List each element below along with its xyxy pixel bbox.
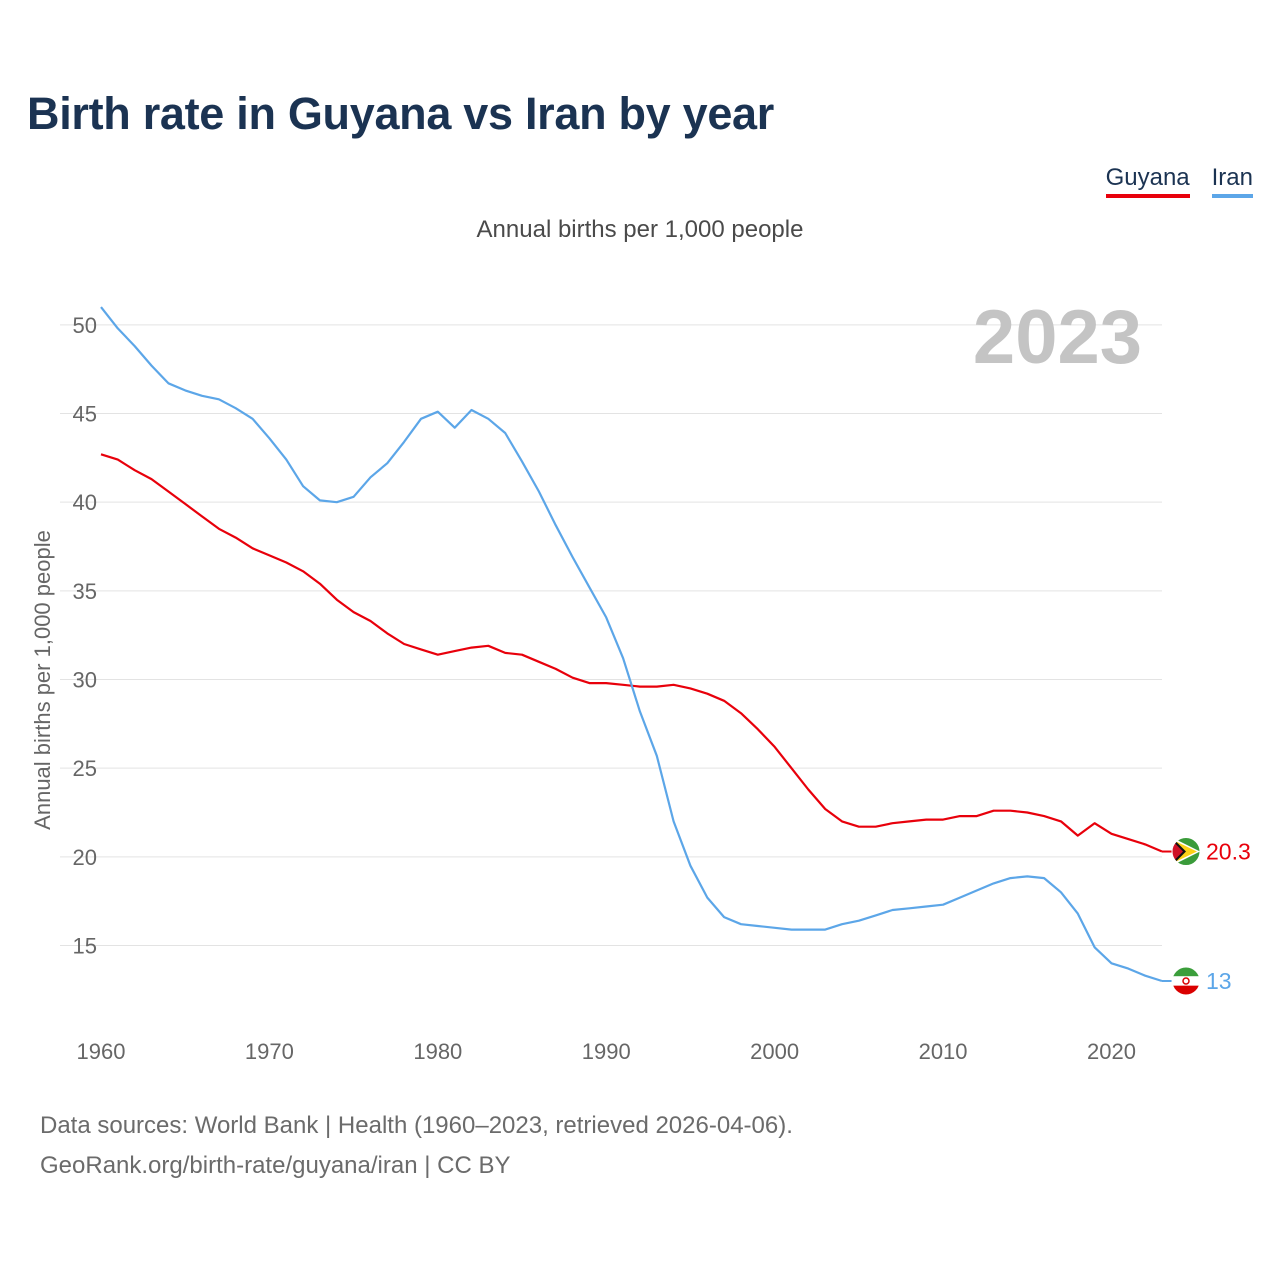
x-tick-label: 1980 xyxy=(413,1039,462,1064)
chart-subtitle: Annual births per 1,000 people xyxy=(476,216,804,243)
y-tick-label: 25 xyxy=(73,756,97,781)
guyana-flag-icon xyxy=(1171,837,1201,867)
y-tick-label: 45 xyxy=(73,401,97,426)
series-line-guyana xyxy=(100,453,1163,853)
x-tick-label: 1970 xyxy=(245,1039,294,1064)
x-tick-label: 1960 xyxy=(77,1039,126,1064)
chart-title: Birth rate in Guyana vs Iran by year xyxy=(27,88,774,139)
series-end-label-iran: 13 xyxy=(1206,968,1232,994)
y-tick-label: 40 xyxy=(73,490,97,515)
legend-item-guyana[interactable]: Guyana xyxy=(1105,164,1190,198)
y-tick-label: 20 xyxy=(73,845,97,870)
legend: Guyana Iran xyxy=(1105,164,1253,198)
x-tick-label: 2000 xyxy=(750,1039,799,1064)
series-end-label-guyana: 20.3 xyxy=(1206,839,1251,865)
y-tick-label: 35 xyxy=(73,579,97,604)
year-watermark: 2023 xyxy=(972,295,1142,380)
series-line-iran xyxy=(100,306,1163,983)
x-tick-label: 2020 xyxy=(1087,1039,1136,1064)
y-tick-label: 30 xyxy=(73,668,97,693)
footer-sources: Data sources: World Bank | Health (1960–… xyxy=(40,1112,793,1139)
legend-item-iran[interactable]: Iran xyxy=(1211,164,1253,198)
x-tick-label: 1990 xyxy=(582,1039,631,1064)
x-tick-label: 2010 xyxy=(919,1039,968,1064)
iran-flag-icon xyxy=(1171,966,1201,996)
y-axis-label: Annual births per 1,000 people xyxy=(30,530,55,830)
y-tick-label: 50 xyxy=(73,313,97,338)
footer-link[interactable]: GeoRank.org/birth-rate/guyana/iran | CC … xyxy=(40,1152,511,1179)
y-tick-label: 15 xyxy=(73,934,97,959)
footer: Data sources: World Bank | Health (1960–… xyxy=(40,1106,793,1186)
